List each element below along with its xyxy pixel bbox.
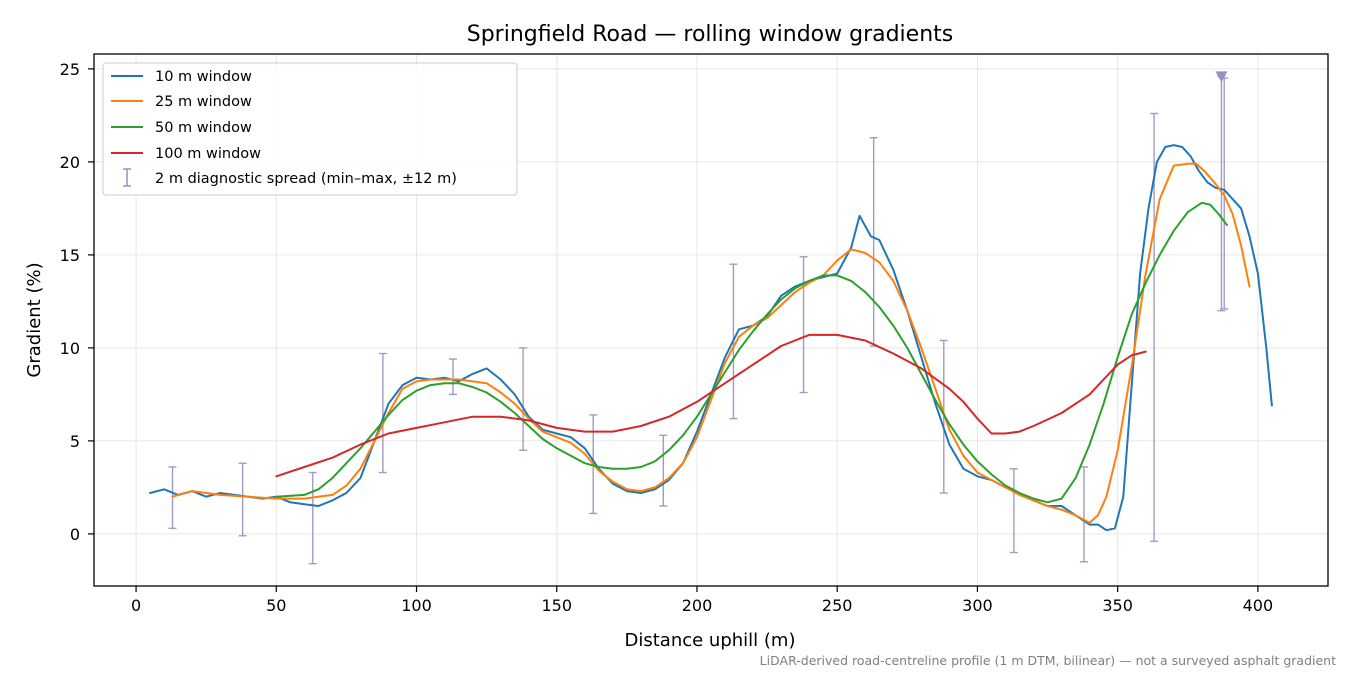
y-tick-label: 25 [60,60,80,79]
error-bar [1150,112,1159,543]
y-axis-label: Gradient (%) [24,262,45,377]
error-bar [378,352,387,474]
error-bars [168,71,1229,565]
error-bar [519,347,528,451]
error-bar [799,256,808,394]
legend-label-25m: 25 m window [155,94,252,110]
y-tick-label: 10 [60,339,80,358]
x-tick-label: 350 [1102,596,1133,615]
x-tick-label: 300 [962,596,993,615]
x-tick-label: 0 [131,596,141,615]
error-bar [939,339,948,494]
x-axis-label: Distance uphill (m) [625,630,796,651]
error-bar [1009,468,1018,554]
legend-swatch-errorbar [123,168,131,187]
legend-label-50m: 50 m window [155,120,252,136]
legend-box [102,62,518,196]
y-tick-label: 15 [60,246,80,265]
error-bar [448,358,457,396]
legend-label-10m: 10 m window [155,69,252,85]
series-line-2 [275,201,1228,504]
error-bar [1080,466,1089,563]
series-line-3 [275,333,1147,478]
error-bar [659,434,668,507]
footnote: LiDAR-derived road-centreline profile (1… [760,653,1336,668]
series-lines [149,144,1273,532]
x-tick-label: 50 [266,596,286,615]
clipped-marker [1215,71,1228,83]
y-tick-label: 0 [70,525,80,544]
series-line-1 [171,162,1251,524]
error-bar [238,462,247,537]
error-bar [869,137,878,347]
y-tick-label: 20 [60,153,80,172]
x-tick-label: 100 [401,596,432,615]
x-tick-label: 400 [1243,596,1274,615]
legend-label-errorbar: 2 m diagnostic spread (min–max, ±12 m) [155,171,457,187]
y-tick-label: 5 [70,432,80,451]
legend-label-100m: 100 m window [155,146,261,162]
x-tick-label: 250 [822,596,853,615]
y-axis-ticks: 0 5 10 15 20 25 [60,60,94,544]
error-bar [308,471,317,565]
x-axis-ticks: 0 50 100 150 200 250 300 350 400 [131,586,1273,615]
legend: 10 m window 25 m window 50 m window 100 … [102,62,518,196]
plot-frame [93,53,1329,587]
x-tick-label: 200 [682,596,713,615]
chart-title: Springfield Road — rolling window gradie… [467,22,954,47]
x-tick-label: 150 [541,596,572,615]
series-line-0 [149,144,1273,532]
